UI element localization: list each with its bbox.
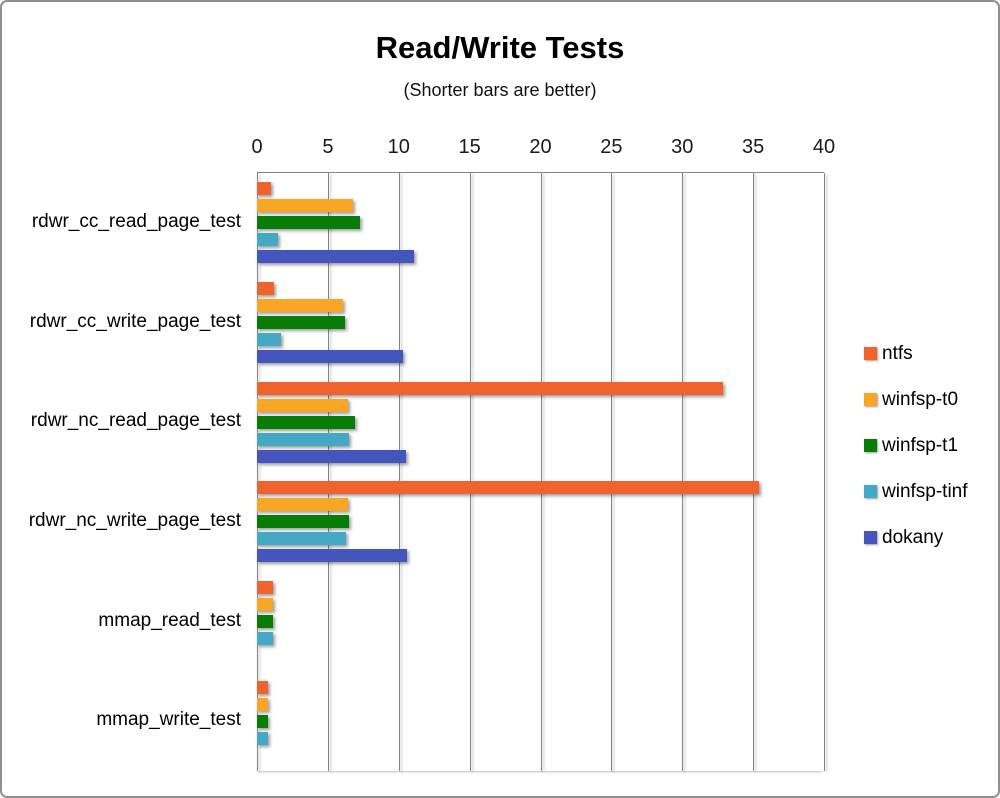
legend-swatch-winfsp-t1 — [864, 439, 877, 452]
x-tick-label: 10 — [387, 136, 410, 158]
bar-winfsp-t1 — [257, 315, 345, 329]
gridline — [611, 173, 613, 771]
bar-winfsp-t0 — [257, 697, 269, 711]
legend-swatch-ntfs — [864, 347, 877, 360]
legend-item-winfsp-t1: winfsp-t1 — [864, 432, 968, 459]
bar-ntfs — [257, 281, 274, 295]
bar-winfsp-t0 — [257, 199, 354, 213]
category-label: rdwr_cc_write_page_test — [29, 310, 241, 332]
x-tick-label: 40 — [812, 136, 836, 158]
legend-label: winfsp-t1 — [882, 434, 959, 456]
legend-label: winfsp-tinf — [882, 480, 968, 502]
x-tick-label: 20 — [529, 136, 552, 158]
bar-dokany — [257, 549, 408, 563]
category-label: rdwr_nc_write_page_test — [28, 509, 241, 531]
category-label: mmap_write_test — [96, 709, 241, 731]
bar-dokany — [257, 250, 415, 264]
gridline — [753, 173, 755, 771]
bar-winfsp-t1 — [257, 216, 361, 230]
legend-item-winfsp-t0: winfsp-t0 — [864, 386, 968, 413]
bar-winfsp-t1 — [257, 415, 355, 429]
gridline — [398, 173, 400, 771]
bar-ntfs — [257, 381, 724, 395]
gridline — [824, 173, 825, 771]
bar-dokany — [257, 349, 403, 363]
x-tick-label: 35 — [742, 136, 765, 158]
legend-label: dokany — [882, 526, 944, 548]
bar-winfsp-t1 — [257, 614, 273, 628]
bar-winfsp-tinf — [257, 731, 269, 745]
bar-winfsp-t1 — [257, 714, 269, 728]
bar-dokany — [257, 449, 406, 463]
x-tick-label: 15 — [458, 136, 481, 158]
category-label: mmap_read_test — [98, 609, 241, 631]
legend-item-ntfs: ntfs — [864, 340, 968, 367]
category-label: rdwr_nc_read_page_test — [30, 410, 241, 432]
legend-item-dokany: dokany — [864, 524, 968, 551]
chart-subtitle: (Shorter bars are better) — [403, 80, 597, 100]
gridline — [257, 173, 258, 771]
bar-ntfs — [257, 580, 273, 594]
bar-winfsp-tinf — [257, 332, 282, 346]
x-tick-label: 0 — [251, 136, 263, 158]
legend-swatch-dokany — [864, 531, 877, 544]
bar-winfsp-t0 — [257, 597, 273, 611]
x-tick-label: 25 — [600, 136, 623, 158]
bar-winfsp-tinf — [257, 532, 347, 546]
bar-winfsp-t0 — [257, 398, 348, 412]
legend: ntfs winfsp-t0 winfsp-t1 winfsp-tinf dokany — [864, 340, 968, 570]
chart-title: Read/Write Tests — [375, 30, 625, 65]
bar-ntfs — [257, 680, 269, 694]
gridline — [682, 173, 684, 771]
legend-label: ntfs — [882, 342, 913, 364]
bar-winfsp-t0 — [257, 298, 344, 312]
x-tick-label: 30 — [671, 136, 694, 158]
legend-label: winfsp-t0 — [882, 388, 959, 410]
bar-winfsp-tinf — [257, 432, 350, 446]
bar-winfsp-tinf — [257, 233, 279, 247]
gridline — [540, 173, 542, 771]
bar-winfsp-tinf — [257, 631, 273, 645]
legend-swatch-winfsp-t0 — [864, 393, 877, 406]
x-tick-label: 5 — [322, 136, 334, 158]
bar-ntfs — [257, 481, 759, 495]
legend-swatch-winfsp-tinf — [864, 485, 877, 498]
gridline — [469, 173, 471, 771]
bar-ntfs — [257, 182, 272, 196]
bar-winfsp-t0 — [257, 498, 348, 512]
gridline — [327, 173, 329, 771]
bar-winfsp-t1 — [257, 515, 350, 529]
plot-area — [257, 172, 825, 771]
category-label: rdwr_cc_read_page_test — [31, 210, 241, 232]
legend-item-winfsp-tinf: winfsp-tinf — [864, 478, 968, 505]
